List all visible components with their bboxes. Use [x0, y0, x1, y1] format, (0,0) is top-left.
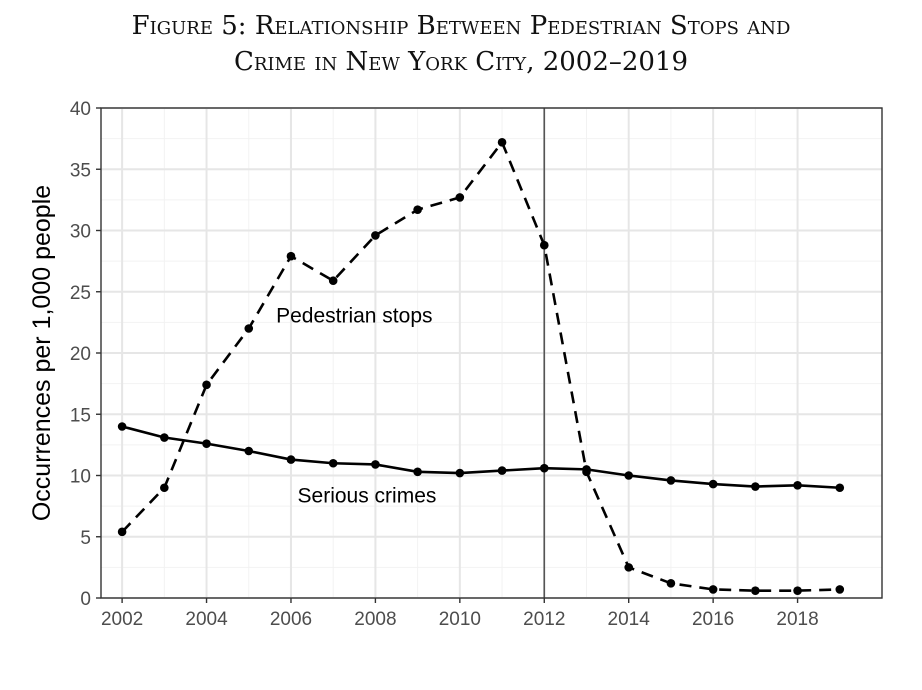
y-tick-label: 25 — [70, 283, 91, 304]
x-tick-label: 2006 — [270, 609, 312, 630]
y-tick-label: 35 — [70, 160, 91, 181]
series-annotation: Pedestrian stops — [276, 304, 432, 327]
x-tick-label: 2008 — [354, 609, 396, 630]
serious-crimes-point — [413, 467, 422, 477]
y-axis: 0 5 10 15 20 25 30 35 40 — [70, 99, 101, 610]
chart-title-line2: Crime in New York City, 2002–2019 — [233, 47, 689, 77]
serious-crimes-point — [793, 481, 802, 490]
x-tick-label: 2004 — [185, 609, 228, 630]
serious-crimes-point — [751, 482, 760, 491]
y-tick-label: 10 — [70, 467, 91, 488]
serious-crimes-point — [328, 458, 338, 468]
chart-title-line1: Figure 5: Relationship Between Pedestria… — [131, 11, 791, 41]
serious-crimes-point — [497, 466, 507, 475]
series-annotation: Serious crimes — [298, 484, 437, 507]
x-axis: 2002 2004 2006 2008 2010 2012 2014 2016 2018 — [101, 598, 819, 630]
pedestrian-stops-point — [793, 586, 802, 595]
pedestrian-stops-line — [121, 141, 840, 592]
pedestrian-stops-point — [413, 205, 422, 214]
serious-crimes-point — [455, 468, 465, 478]
serious-crimes-point — [539, 463, 549, 473]
pedestrian-stops-point — [497, 138, 507, 147]
serious-crimes-point — [624, 471, 634, 480]
series-layer — [117, 138, 845, 595]
y-tick-label: 5 — [80, 528, 91, 549]
chart-title: Figure 5: Relationship Between Pedestria… — [0, 8, 922, 80]
x-tick-label: 2016 — [692, 609, 734, 630]
pedestrian-stops-point — [835, 585, 845, 594]
x-tick-label: 2010 — [439, 609, 481, 630]
pedestrian-stops-point — [455, 193, 465, 202]
x-tick-label: 2012 — [523, 609, 565, 630]
serious-crimes-line — [121, 425, 840, 490]
serious-crimes-point — [160, 433, 169, 442]
y-tick-label: 0 — [80, 589, 91, 610]
x-tick-label: 2018 — [776, 609, 818, 630]
x-tick-label: 2014 — [608, 609, 651, 630]
serious-crimes-point — [582, 465, 591, 474]
pedestrian-stops-point — [202, 380, 211, 390]
y-tick-label: 30 — [70, 222, 91, 243]
grid — [101, 107, 882, 599]
pedestrian-stops-point — [160, 483, 169, 493]
serious-crimes-point — [286, 455, 296, 464]
serious-crimes-point — [835, 483, 845, 493]
pedestrian-stops-point — [117, 527, 127, 537]
y-tick-label: 20 — [70, 344, 91, 365]
annotations: Pedestrian stops Serious crimes — [276, 304, 436, 507]
serious-crimes-point — [708, 479, 718, 489]
pedestrian-stops-point — [666, 579, 676, 588]
pedestrian-stops-point — [708, 585, 718, 594]
pedestrian-stops-point — [371, 231, 380, 240]
pedestrian-stops-point — [328, 276, 338, 286]
y-tick-label: 15 — [70, 405, 91, 426]
y-axis-label: Occurrences per 1,000 people — [28, 185, 56, 521]
serious-crimes-point — [371, 460, 380, 469]
serious-crimes-point — [202, 439, 211, 448]
y-tick-label: 40 — [70, 99, 91, 120]
serious-crimes-point — [666, 476, 676, 485]
pedestrian-stops-point — [539, 240, 549, 250]
pedestrian-stops-point — [286, 251, 296, 261]
pedestrian-stops-point — [244, 324, 254, 333]
pedestrian-stops-point — [624, 563, 634, 572]
pedestrian-stops-point — [751, 586, 760, 595]
x-tick-label: 2002 — [101, 609, 143, 630]
serious-crimes-point — [117, 422, 127, 431]
serious-crimes-point — [244, 446, 254, 456]
